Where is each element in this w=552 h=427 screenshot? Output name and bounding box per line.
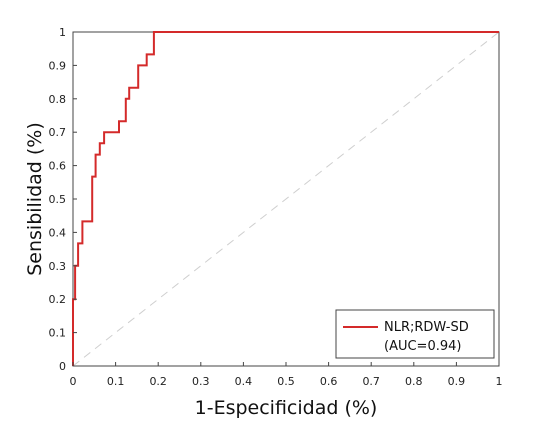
- x-tick-label: 0.9: [448, 375, 466, 388]
- x-tick-label: 0.7: [362, 375, 380, 388]
- x-tick-label: 0.2: [149, 375, 167, 388]
- legend-auc-label: (AUC=0.94): [384, 339, 461, 354]
- x-tick-label: 0.3: [192, 375, 210, 388]
- y-tick-label: 1: [59, 26, 66, 39]
- x-axis-ticks: 0 0.1 0.2 0.3 0.4 0.5 0.6 0.7 0.8 0.9 1: [70, 362, 503, 388]
- y-tick-label: 0.7: [49, 126, 67, 139]
- x-tick-label: 1: [496, 375, 503, 388]
- x-tick-label: 0.8: [405, 375, 423, 388]
- y-tick-label: 0.5: [49, 193, 67, 206]
- x-tick-label: 0.5: [277, 375, 295, 388]
- legend-label: NLR;RDW-SD: [384, 320, 469, 335]
- x-tick-label: 0.6: [320, 375, 338, 388]
- y-tick-label: 0: [59, 360, 66, 373]
- y-tick-label: 0.4: [49, 226, 67, 239]
- legend-box: [335, 309, 495, 359]
- y-axis-ticks: 0 0.1 0.2 0.3 0.4 0.5 0.6 0.7 0.8 0.9 1: [49, 26, 77, 373]
- y-tick-label: 0.3: [49, 260, 67, 273]
- x-tick-label: 0: [70, 375, 77, 388]
- x-tick-label: 0.1: [107, 375, 125, 388]
- y-tick-label: 0.1: [49, 327, 67, 340]
- x-tick-label: 0.4: [235, 375, 253, 388]
- y-tick-label: 0.9: [49, 59, 67, 72]
- legend: NLR;RDW-SD (AUC=0.94): [335, 309, 495, 359]
- roc-curve-line: [72, 31, 499, 366]
- y-tick-label: 0.2: [49, 293, 67, 306]
- chance-line: [72, 31, 500, 367]
- x-axis-title: 1-Especificidad (%): [195, 397, 378, 419]
- y-tick-label: 0.6: [49, 160, 67, 173]
- y-axis-title: Sensibilidad (%): [24, 122, 46, 276]
- y-tick-label: 0.8: [49, 93, 67, 106]
